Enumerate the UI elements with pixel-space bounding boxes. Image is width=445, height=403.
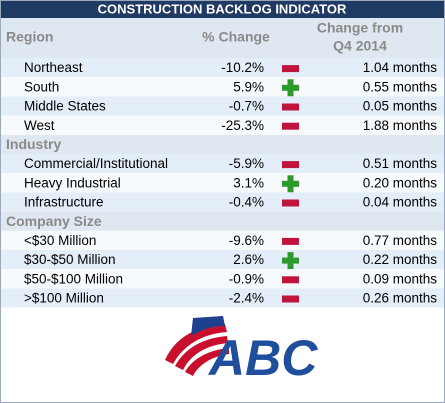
- down-icon: [282, 237, 299, 245]
- down-icon: [282, 122, 299, 130]
- row-months: 0.09 months: [363, 271, 438, 286]
- group-row: [1, 134, 444, 154]
- row-change: -0.9%: [229, 271, 264, 286]
- row-bg: [1, 288, 444, 308]
- down-icon: [282, 65, 299, 73]
- up-icon: [287, 79, 294, 97]
- row-change: -0.7%: [229, 99, 264, 114]
- row-change: -5.9%: [229, 156, 264, 171]
- row-months: 0.55 months: [363, 79, 438, 94]
- row-months: 0.20 months: [363, 175, 438, 190]
- row-change: -9.6%: [229, 233, 264, 248]
- logo-text: ABC: [207, 330, 318, 386]
- row-months: 0.77 months: [363, 233, 438, 248]
- row-label: <$30 Million: [24, 233, 96, 248]
- down-icon: [282, 103, 299, 111]
- row-label: Northeast: [24, 60, 83, 75]
- row-bg: [1, 173, 444, 193]
- title: CONSTRUCTION BACKLOG INDICATOR: [98, 1, 347, 16]
- group-row: [1, 211, 444, 231]
- row-bg: [1, 96, 444, 116]
- row-label: Heavy Industrial: [24, 175, 121, 190]
- title-bar: [1, 1, 444, 18]
- change-from-header: Q4 2014: [333, 38, 387, 54]
- row-months: 0.22 months: [363, 252, 438, 267]
- row-change: -2.4%: [229, 291, 264, 306]
- row-bg: [1, 250, 444, 270]
- row-bg: [1, 269, 444, 289]
- row-change: 2.6%: [233, 252, 264, 267]
- row-change: 3.1%: [233, 175, 264, 190]
- row-label: Infrastructure: [24, 195, 104, 210]
- change-header: % Change: [202, 29, 270, 45]
- row-label: West: [24, 118, 55, 133]
- row-label: $30-$50 Million: [24, 252, 116, 267]
- row-months: 0.51 months: [363, 156, 438, 171]
- row-bg: [1, 58, 444, 78]
- row-label: Commercial/Institutional: [24, 156, 168, 171]
- row-label: >$100 Million: [24, 291, 104, 306]
- row-bg: [1, 192, 444, 212]
- row-bg: [1, 154, 444, 174]
- down-icon: [282, 276, 299, 284]
- row-change: -0.4%: [229, 195, 264, 210]
- group-label: Region: [6, 29, 53, 45]
- row-bg: [1, 230, 444, 250]
- row-change: -10.2%: [221, 60, 264, 75]
- group-label: Industry: [6, 136, 61, 152]
- row-months: 1.04 months: [363, 60, 438, 75]
- down-icon: [282, 199, 299, 207]
- row-label: Middle States: [24, 99, 106, 114]
- row-change: 5.9%: [233, 79, 264, 94]
- up-icon: [287, 175, 294, 193]
- group-label: Company Size: [6, 213, 102, 229]
- row-months: 1.88 months: [363, 118, 438, 133]
- row-months: 0.04 months: [363, 195, 438, 210]
- logo: ABC: [165, 316, 318, 386]
- row-months: 0.26 months: [363, 291, 438, 306]
- row-label: $50-$100 Million: [24, 271, 123, 286]
- change-from-header: Change from: [317, 20, 403, 36]
- header-row: [1, 18, 444, 58]
- row-label: South: [24, 79, 59, 94]
- row-change: -25.3%: [221, 118, 264, 133]
- down-icon: [282, 161, 299, 169]
- row-bg: [1, 115, 444, 135]
- row-bg: [1, 77, 444, 97]
- row-months: 0.05 months: [363, 99, 438, 114]
- up-icon: [287, 252, 294, 270]
- down-icon: [282, 295, 299, 303]
